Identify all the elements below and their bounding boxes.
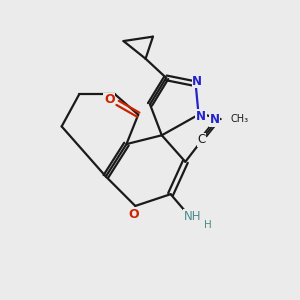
Text: NH: NH [184,210,201,223]
Text: H: H [204,220,212,230]
Text: CH₃: CH₃ [230,114,248,124]
Text: N: N [210,113,220,126]
Text: N: N [192,75,202,88]
Text: O: O [104,93,115,106]
Text: O: O [128,208,139,221]
Text: N: N [196,110,206,123]
Text: C: C [197,133,206,146]
